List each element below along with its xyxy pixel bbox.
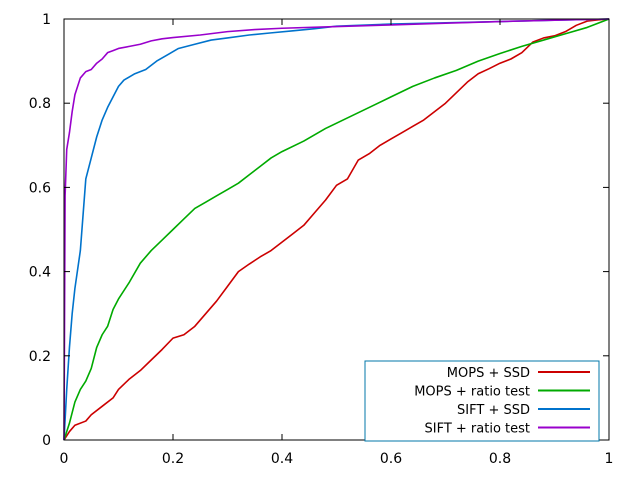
y-tick-label-1: 0.2 xyxy=(29,349,51,365)
x-tick-label-4: 0.8 xyxy=(489,451,511,467)
series-line-2 xyxy=(63,18,610,441)
y-tick-label-5: 1 xyxy=(42,12,51,28)
y-tick-label-2: 0.4 xyxy=(29,265,51,281)
legend-label-2: MOPS + ratio test xyxy=(414,385,530,400)
x-tick-label-3: 0.6 xyxy=(380,451,402,467)
x-tick-label-2: 0.4 xyxy=(271,451,293,467)
legend-label-3: SIFT + SSD xyxy=(457,403,530,418)
plot-frame xyxy=(63,18,610,441)
legend: MOPS + SSD MOPS + ratio test SIFT + SSD SIF… xyxy=(364,360,600,442)
y-tick-label-0: 0 xyxy=(42,433,51,449)
x-tick-label-0: 0 xyxy=(60,451,69,467)
y-tick-label-4: 0.8 xyxy=(29,96,51,112)
series-line-4 xyxy=(63,18,610,441)
ticks-layer: 0 0.2 0.4 0.6 0.8 1 0 0.2 0.4 0.6 0.8 1 xyxy=(29,12,614,467)
x-tick-label-5: 1 xyxy=(605,451,614,467)
legend-label-4: SIFT + ratio test xyxy=(424,422,530,437)
series-layer xyxy=(63,18,610,441)
x-tick-label-1: 0.2 xyxy=(162,451,184,467)
series-line-1 xyxy=(63,18,610,441)
legend-label-1: MOPS + SSD xyxy=(447,366,530,381)
y-tick-label-3: 0.6 xyxy=(29,180,51,196)
